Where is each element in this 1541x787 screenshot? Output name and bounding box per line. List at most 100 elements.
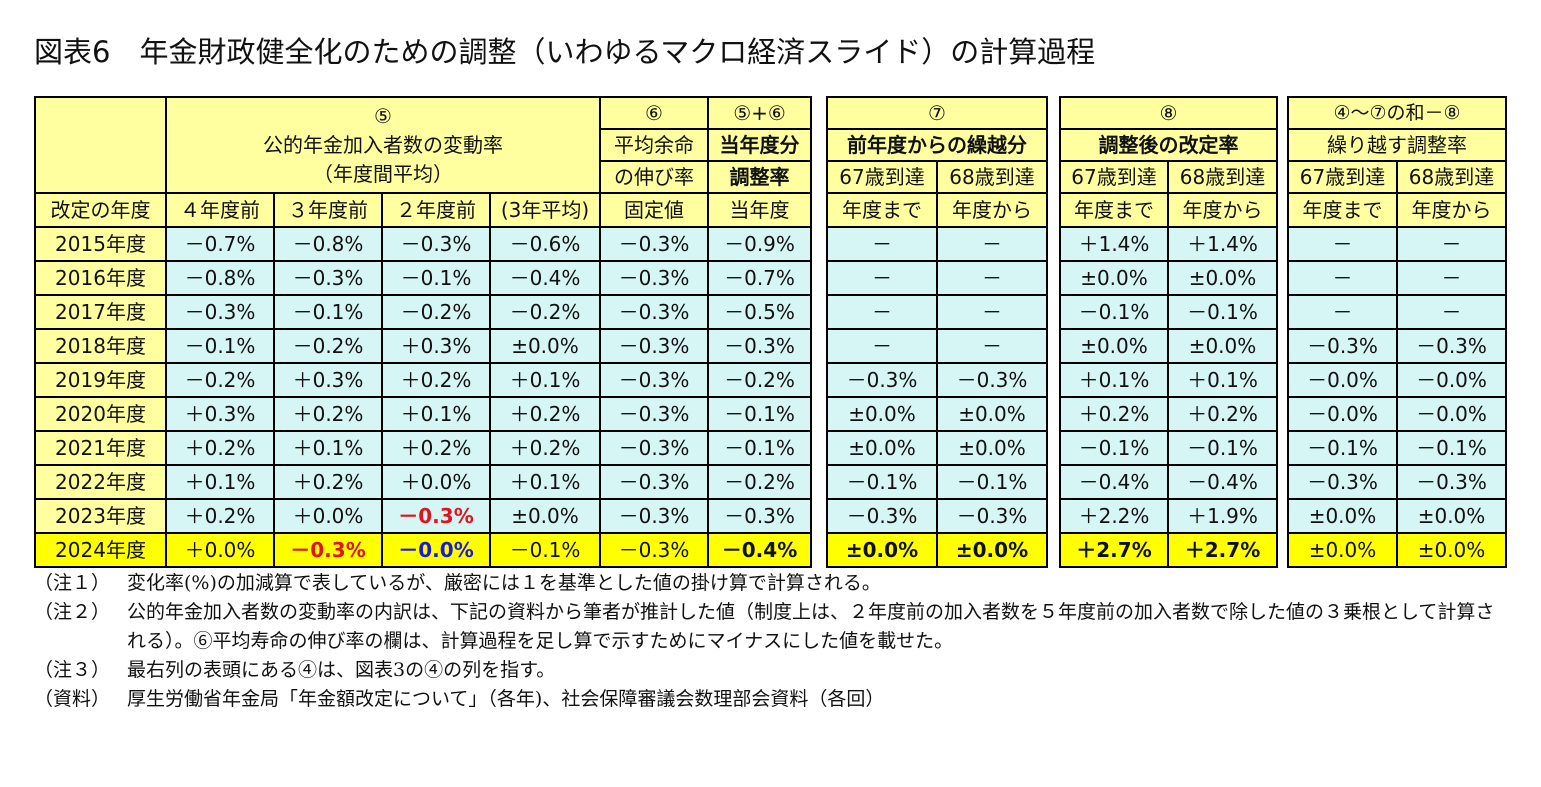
carryover-table: ⑦ 前年度からの繰越分 67歳到達 68歳到達 年度まで 年度から －－－－－－…: [826, 96, 1048, 568]
col7-sub-68-bottom: 年度から: [936, 192, 1048, 228]
value-carryover-67: －: [826, 328, 938, 364]
value-life-expectancy: －0.3%: [599, 532, 709, 568]
table-row: 2018年度 －0.1% －0.2% ＋0.3% ±0.0% －0.3% －0.3%: [34, 328, 812, 364]
value-current-adjustment: －0.5%: [707, 294, 812, 330]
year-header-blank: [34, 96, 167, 194]
value-carryover-67: －0.3%: [826, 362, 938, 398]
value-3yr-average: －0.4%: [489, 260, 601, 296]
value-carryforward-67: －0.1%: [1287, 430, 1398, 466]
value-carryover-68: ±0.0%: [936, 532, 1048, 568]
value-3yr-average: ＋0.1%: [489, 362, 601, 398]
value-3yr-average: －0.6%: [489, 226, 601, 262]
year-header: 改定の年度: [34, 192, 167, 228]
value-current-adjustment: －0.3%: [707, 498, 812, 534]
year-cell: 2022年度: [34, 464, 167, 500]
value-4y-before: －0.3%: [165, 294, 275, 330]
col5-name: 公的年金加入者数の変動率: [263, 132, 503, 157]
table-row: 2017年度 －0.3% －0.1% －0.2% －0.2% －0.3% －0.5%: [34, 294, 812, 330]
note-text: 厚生労働省年金局「年金額改定について」（各年)、社会保障審議会数理部会資料（各回…: [127, 688, 885, 710]
sub-3-years-before: ３年度前: [273, 192, 383, 228]
value-carryforward-68: －: [1395, 294, 1508, 330]
value-3y-before: ＋0.2%: [273, 396, 383, 432]
sub-fixed-value: 固定値: [599, 192, 709, 228]
table-row: －－: [1287, 226, 1508, 262]
year-cell: 2015年度: [34, 226, 167, 262]
table-row: －0.3% －0.3%: [1287, 464, 1508, 500]
note-1: （注１） 変化率(%)の加減算で表しているが、厳密には１を基準とした値の掛け算で…: [34, 569, 1509, 598]
table-row: ±0.0% ±0.0%: [826, 396, 1048, 432]
value-carryforward-67: ±0.0%: [1287, 532, 1398, 568]
value-carryover-67: －0.1%: [826, 464, 938, 500]
table-row: ±0.0% ±0.0%: [826, 430, 1048, 466]
value-carryforward-68: ±0.0%: [1395, 498, 1508, 534]
value-4y-before: ＋0.3%: [165, 396, 275, 432]
year-cell: 2016年度: [34, 260, 167, 296]
colc-number: ④～⑦の和－⑧: [1286, 96, 1508, 130]
table-row: －－: [826, 294, 1048, 330]
value-3yr-average: ±0.0%: [489, 328, 601, 364]
table-row: －0.0% －0.0%: [1287, 362, 1508, 398]
value-carryforward-67: －0.3%: [1287, 328, 1398, 364]
value-carryover-67: －: [826, 294, 938, 330]
value-carryforward-67: －: [1287, 294, 1398, 330]
year-cell: 2017年度: [34, 294, 167, 330]
carry-forward-table: ④～⑦の和－⑧ 繰り越す調整率 67歳到達 68歳到達 年度まで 年度から －－…: [1286, 96, 1508, 568]
value-3y-before: －0.3%: [273, 260, 383, 296]
value-revision-68: ＋1.9%: [1167, 498, 1278, 534]
col7-sub-67-top: 67歳到達: [826, 160, 938, 194]
note-tag: （注２）: [34, 601, 111, 623]
value-3yr-average: ＋0.2%: [489, 396, 601, 432]
table-row: －0.1% －0.1%: [826, 464, 1048, 500]
value-revision-67: ＋2.7%: [1059, 532, 1169, 568]
value-3y-before: －0.1%: [273, 294, 383, 330]
value-2y-before: －0.1%: [381, 260, 491, 296]
value-carryover-68: －0.1%: [936, 464, 1048, 500]
col56-number: ⑤+⑥: [707, 96, 812, 130]
sub-current-year: 当年度: [707, 192, 812, 228]
value-current-adjustment: －0.2%: [707, 362, 812, 398]
colc-sub-67-bottom: 年度まで: [1287, 192, 1398, 228]
notes: （注１） 変化率(%)の加減算で表しているが、厳密には１を基準とした値の掛け算で…: [34, 569, 1509, 714]
col5-number: ⑤: [374, 103, 392, 128]
note-text: 最右列の表頭にある④は、図表3の④の列を指す。: [127, 659, 556, 681]
table-row: 2023年度 ＋0.2% ＋0.0% －0.3% ±0.0% －0.3% －0.3%: [34, 498, 812, 534]
col7-name: 前年度からの繰越分: [826, 128, 1048, 162]
col8-number: ⑧: [1059, 96, 1278, 130]
value-life-expectancy: －0.3%: [599, 396, 709, 432]
value-life-expectancy: －0.3%: [599, 328, 709, 364]
col8-sub-68-bottom: 年度から: [1167, 192, 1278, 228]
value-3yr-average: ±0.0%: [489, 498, 601, 534]
value-carryforward-68: －0.1%: [1395, 430, 1508, 466]
value-carryover-67: ±0.0%: [826, 396, 938, 432]
value-3y-before: ＋0.3%: [273, 362, 383, 398]
value-4y-before: ＋0.2%: [165, 430, 275, 466]
col7-sub-67-bottom: 年度まで: [826, 192, 938, 228]
value-revision-67: ±0.0%: [1059, 260, 1169, 296]
col7-sub-68-top: 68歳到達: [936, 160, 1048, 194]
table-row: ±0.0% ±0.0%: [1287, 498, 1508, 534]
table-row: 2015年度 －0.7% －0.8% －0.3% －0.6% －0.3% －0.9%: [34, 226, 812, 262]
value-2y-before: －0.3%: [381, 498, 491, 534]
table-row: ±0.0% ±0.0%: [1059, 260, 1278, 296]
value-3y-before: －0.2%: [273, 328, 383, 364]
value-life-expectancy: －0.3%: [599, 294, 709, 330]
value-carryforward-67: －: [1287, 260, 1398, 296]
table-row: －－: [1287, 294, 1508, 330]
value-carryover-68: －: [936, 328, 1048, 364]
value-carryforward-67: －0.3%: [1287, 464, 1398, 500]
value-life-expectancy: －0.3%: [599, 362, 709, 398]
value-carryforward-68: －0.0%: [1395, 396, 1508, 432]
table-row: 2020年度 ＋0.3% ＋0.2% ＋0.1% ＋0.2% －0.3% －0.1%: [34, 396, 812, 432]
value-revision-68: －0.4%: [1167, 464, 1278, 500]
year-cell: 2020年度: [34, 396, 167, 432]
value-carryforward-68: －0.0%: [1395, 362, 1508, 398]
note-tag: （注１）: [34, 572, 111, 594]
value-carryforward-68: －0.3%: [1395, 464, 1508, 500]
year-cell: 2021年度: [34, 430, 167, 466]
value-carryover-67: －: [826, 260, 938, 296]
value-current-adjustment: －0.2%: [707, 464, 812, 500]
table-row: －－: [826, 260, 1048, 296]
value-revision-68: ＋0.1%: [1167, 362, 1278, 398]
value-3y-before: ＋0.2%: [273, 464, 383, 500]
col56-name-2: 調整率: [707, 160, 812, 194]
